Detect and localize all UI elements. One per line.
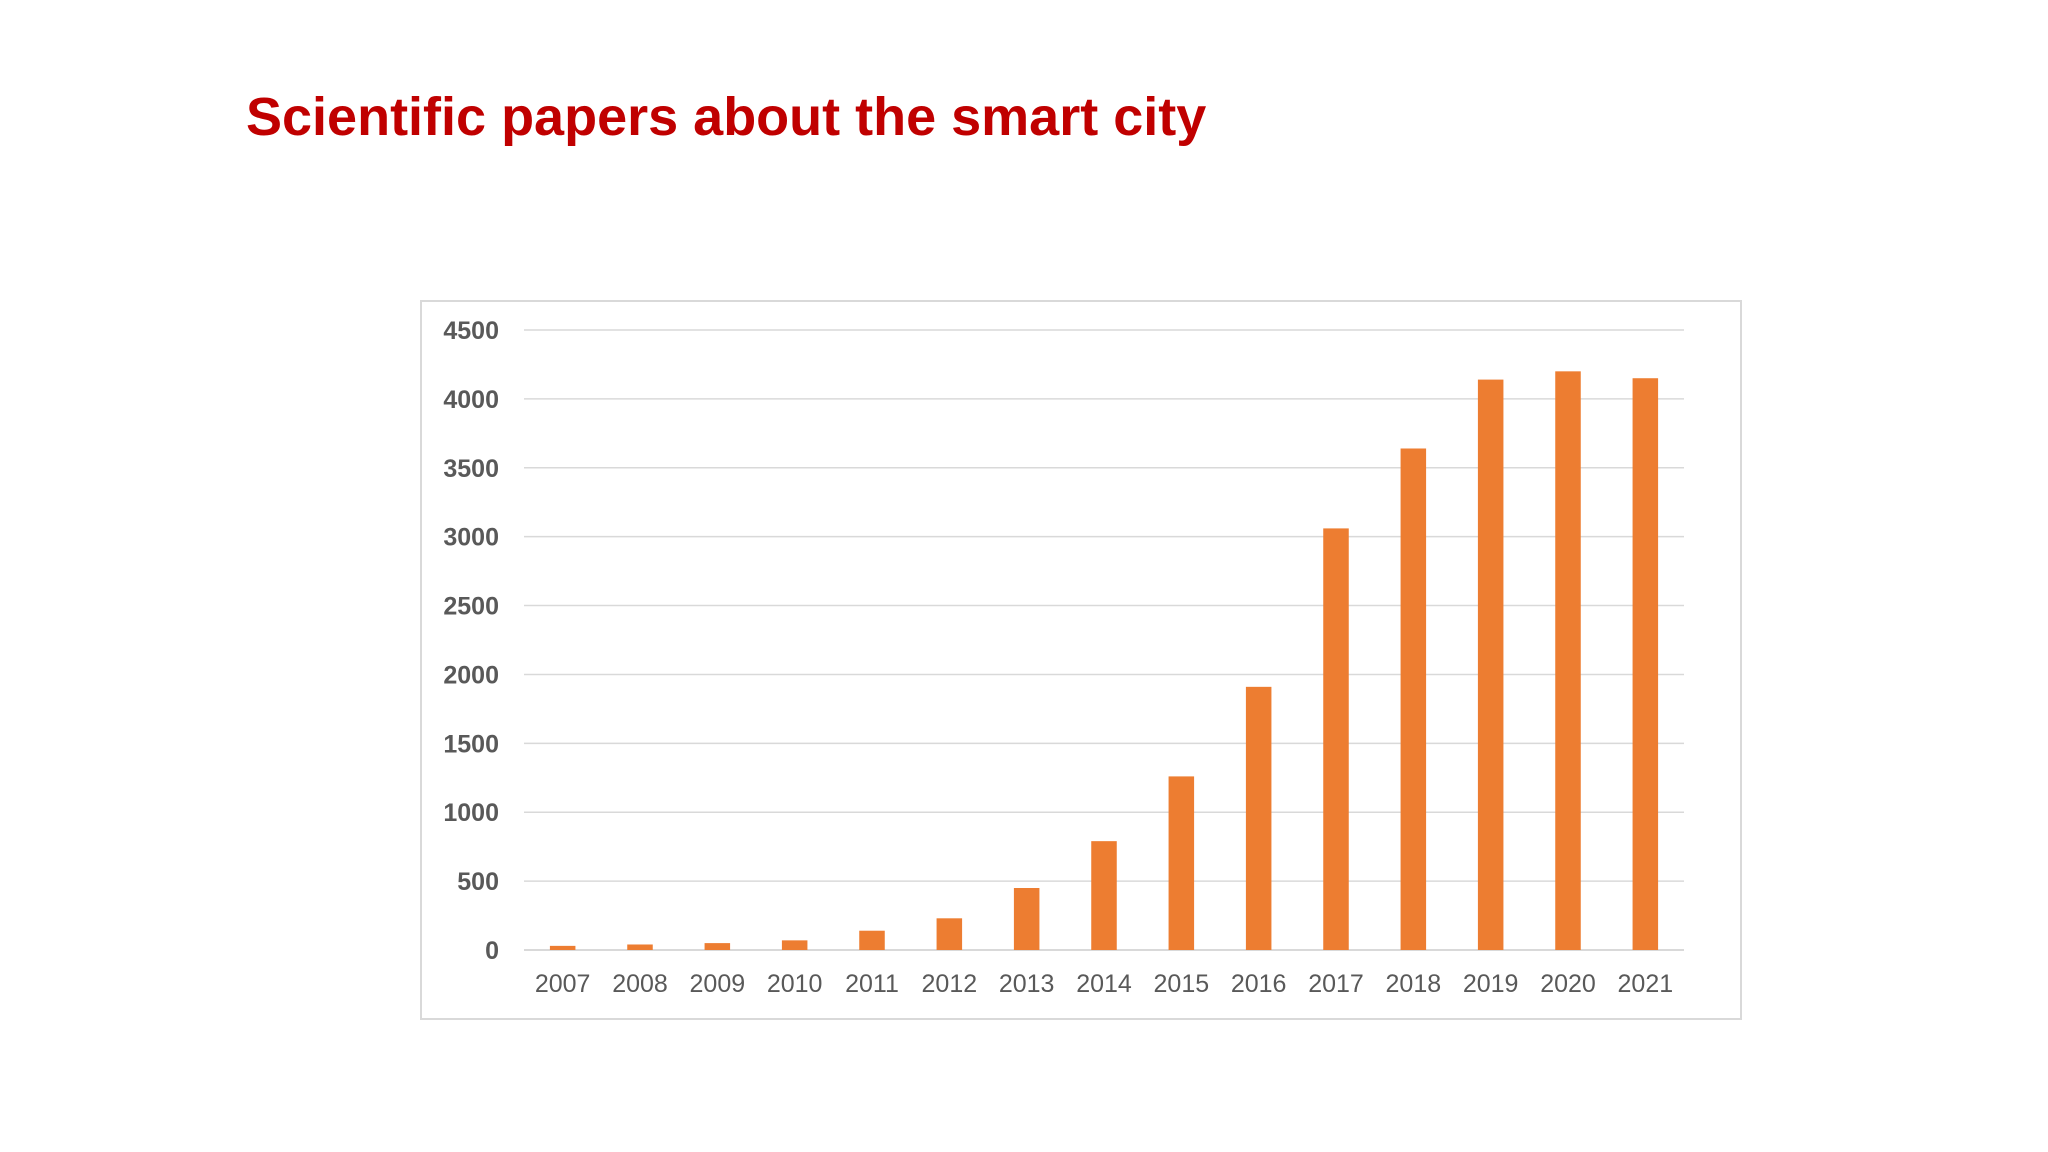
y-tick-label: 4500 [443, 317, 499, 345]
x-tick-label: 2018 [1386, 970, 1442, 998]
chart-frame: 0 500 1000 1500 2000 2500 3000 3500 4000 4500 200… [420, 300, 1742, 1020]
x-tick-label: 2016 [1231, 970, 1287, 998]
x-tick-label: 2009 [690, 970, 746, 998]
gridlines [524, 329, 1684, 951]
x-axis-tick-labels: 2007 2008 2009 2010 2011 2012 2013 2014 2015 2016… [535, 970, 1673, 998]
y-tick-label: 2000 [443, 661, 499, 689]
x-tick-label: 2010 [767, 970, 823, 998]
bar-2018 [1400, 448, 1427, 950]
bar-2012 [936, 918, 963, 950]
x-tick-label: 2013 [999, 970, 1055, 998]
bar-2020 [1555, 371, 1581, 950]
bar-2016 [1245, 686, 1272, 950]
bar-2017 [1323, 528, 1349, 950]
x-tick-label: 2008 [612, 970, 668, 998]
y-tick-label: 3500 [443, 455, 499, 483]
bar-2014 [1091, 841, 1117, 950]
x-tick-label: 2015 [1154, 970, 1210, 998]
y-tick-label: 4000 [443, 386, 499, 414]
x-tick-label: 2014 [1076, 970, 1132, 998]
y-tick-label: 2500 [443, 593, 499, 621]
y-tick-label: 500 [457, 868, 499, 896]
bar-2013 [1013, 888, 1040, 950]
x-tick-label: 2019 [1463, 970, 1519, 998]
x-tick-label: 2007 [535, 970, 591, 998]
y-tick-label: 1500 [443, 730, 499, 758]
bar-2007 [549, 945, 576, 950]
y-tick-label: 1000 [443, 799, 499, 827]
y-axis-tick-labels: 0 500 1000 1500 2000 2500 3000 3500 4000 4500 [443, 317, 499, 965]
bar-2009 [704, 943, 731, 950]
bar-2008 [627, 944, 653, 950]
bars [549, 371, 1659, 951]
x-tick-label: 2012 [922, 970, 978, 998]
x-tick-label: 2011 [845, 970, 899, 998]
slide-title: Scientific papers about the smart city [246, 87, 1207, 147]
x-tick-label: 2017 [1308, 970, 1364, 998]
bar-2010 [781, 940, 808, 950]
bar-2011 [859, 930, 885, 950]
y-tick-label: 3000 [443, 524, 499, 552]
x-tick-label: 2021 [1618, 970, 1674, 998]
bar-2019 [1477, 379, 1504, 951]
y-tick-label: 0 [485, 937, 499, 965]
bar-2015 [1168, 776, 1195, 950]
x-tick-label: 2020 [1540, 970, 1596, 998]
bar-2021 [1632, 378, 1659, 950]
bar-chart: 0 500 1000 1500 2000 2500 3000 3500 4000 4500 200… [443, 317, 1684, 998]
